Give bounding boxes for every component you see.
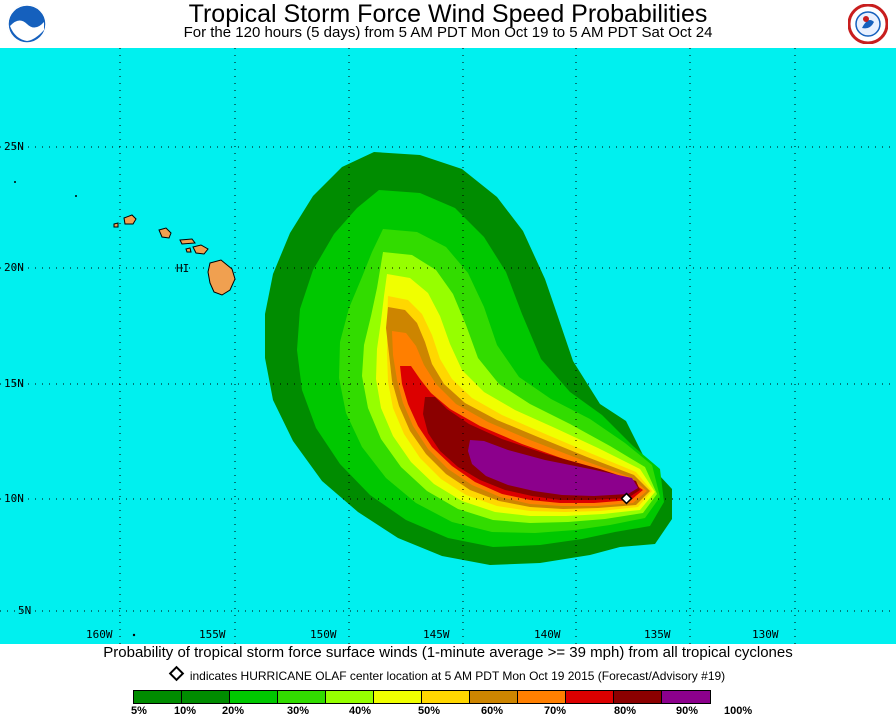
island-dot bbox=[132, 633, 136, 637]
nws-logo bbox=[847, 3, 889, 45]
place-label-hawaii: HI bbox=[176, 262, 190, 275]
storm-center-marker bbox=[620, 492, 633, 505]
noaa-logo bbox=[7, 4, 47, 44]
probability-description: Probability of tropical storm force surf… bbox=[103, 644, 793, 661]
band-100-percent bbox=[468, 440, 638, 496]
legend-swatch bbox=[326, 691, 374, 703]
island-niihau bbox=[113, 222, 119, 228]
legend-swatch bbox=[662, 691, 710, 703]
island-dot bbox=[14, 181, 16, 183]
legend-swatch bbox=[422, 691, 470, 703]
page-subtitle: For the 120 hours (5 days) from 5 AM PDT… bbox=[183, 24, 713, 41]
legend-label: 80% bbox=[614, 705, 637, 717]
lon-label-145w: 145W bbox=[423, 628, 450, 641]
legend-color-bar bbox=[133, 690, 711, 704]
map-canvas bbox=[0, 48, 896, 644]
lon-label-160w: 160W bbox=[86, 628, 113, 641]
legend-label: 60% bbox=[481, 705, 504, 717]
island-molokai bbox=[179, 238, 196, 245]
lon-label-150w: 150W bbox=[310, 628, 337, 641]
lon-label-135w: 135W bbox=[644, 628, 671, 641]
legend-label: 90% bbox=[676, 705, 699, 717]
legend-label: 70% bbox=[544, 705, 567, 717]
probability-map: 25N 20N 15N 10N 5N 160W 155W 150W 145W 1… bbox=[0, 48, 896, 644]
header: Tropical Storm Force Wind Speed Probabil… bbox=[0, 0, 896, 48]
legend-swatch bbox=[134, 691, 182, 703]
legend-label: 5% bbox=[131, 705, 147, 717]
legend-label: 30% bbox=[287, 705, 310, 717]
legend-swatch bbox=[566, 691, 614, 703]
island-kauai bbox=[123, 214, 137, 225]
page-title: Tropical Storm Force Wind Speed Probabil… bbox=[188, 0, 708, 28]
legend-label: 40% bbox=[349, 705, 372, 717]
island-oahu bbox=[158, 227, 172, 239]
legend-label: 10% bbox=[174, 705, 197, 717]
legend-label: 20% bbox=[222, 705, 245, 717]
lon-label-130w: 130W bbox=[752, 628, 779, 641]
lat-label-25n: 25N bbox=[4, 140, 24, 153]
legend-swatch bbox=[182, 691, 230, 703]
island-maui bbox=[192, 244, 209, 255]
hawaiian-islands bbox=[113, 214, 236, 296]
legend-swatch bbox=[230, 691, 278, 703]
center-note-text: indicates HURRICANE OLAF center location… bbox=[189, 669, 726, 683]
lat-label-5n: 5N bbox=[18, 604, 32, 617]
legend-label: 100% bbox=[724, 705, 753, 717]
map-grid bbox=[0, 48, 896, 644]
footer: Probability of tropical storm force surf… bbox=[0, 644, 896, 717]
diamond-key-icon bbox=[168, 665, 185, 682]
center-location-note: indicates HURRICANE OLAF center location… bbox=[0, 665, 896, 684]
island-hawaii bbox=[207, 259, 236, 296]
legend-swatch bbox=[470, 691, 518, 703]
lat-label-20n: 20N bbox=[4, 261, 24, 274]
lat-label-15n: 15N bbox=[4, 377, 24, 390]
lon-label-155w: 155W bbox=[199, 628, 226, 641]
lon-label-140w: 140W bbox=[534, 628, 561, 641]
legend-swatch bbox=[374, 691, 422, 703]
legend-swatch bbox=[518, 691, 566, 703]
legend-swatch bbox=[614, 691, 662, 703]
lat-label-10n: 10N bbox=[4, 492, 24, 505]
island-lanai bbox=[185, 247, 192, 253]
legend-swatch bbox=[278, 691, 326, 703]
legend-label: 50% bbox=[418, 705, 441, 717]
island-dot bbox=[75, 195, 77, 197]
